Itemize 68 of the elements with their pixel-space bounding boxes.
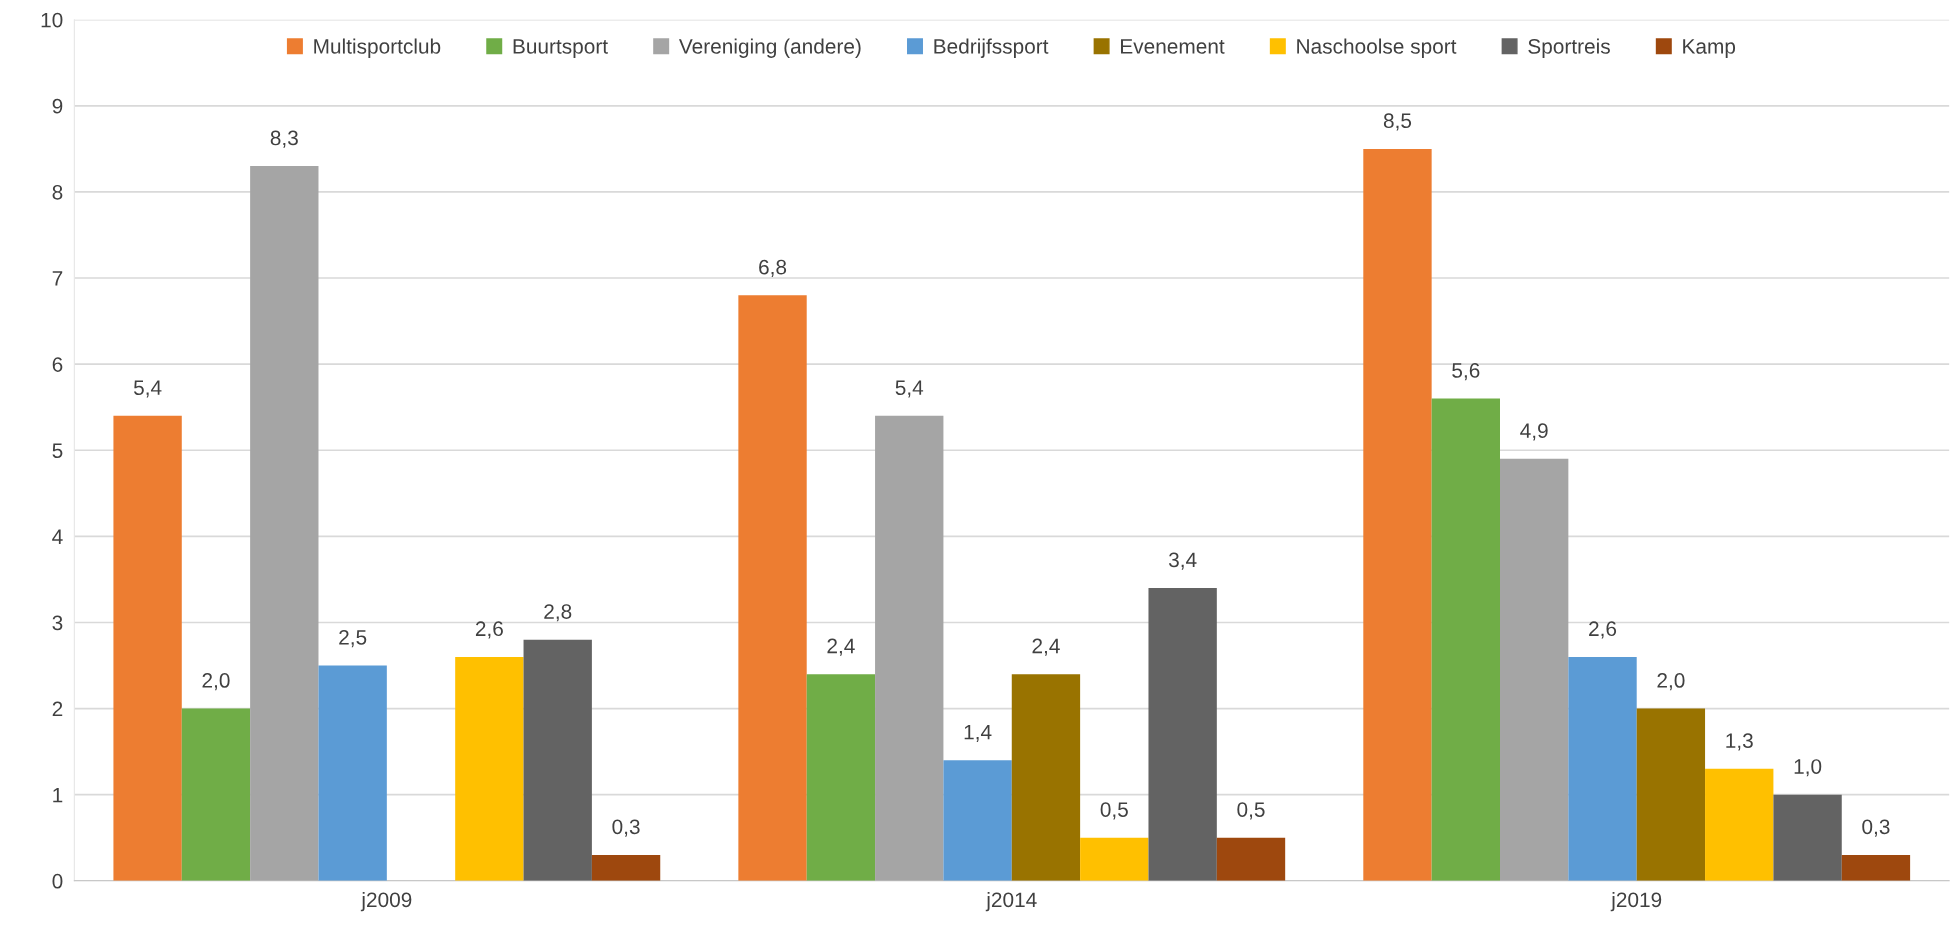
data-label: 2,0 (202, 673, 230, 691)
legend-label: Evenement (1121, 39, 1225, 54)
y-tick-label: 4 (52, 529, 63, 544)
bar (943, 760, 1012, 881)
x-tick-label: j2014 (985, 891, 1037, 912)
y-tick-label: 6 (52, 357, 63, 372)
data-label: 2,5 (339, 629, 367, 648)
y-tick-label: 0 (52, 873, 63, 889)
legend-label: Sportreis (1528, 38, 1610, 58)
data-label: 1,0 (1794, 759, 1822, 777)
bar (875, 415, 944, 881)
y-tick-label: 3 (52, 615, 63, 631)
data-label: 2,0 (1657, 673, 1685, 691)
data-label: 0,3 (1862, 819, 1890, 837)
bar (523, 639, 592, 881)
data-label: 2,8 (544, 604, 572, 622)
data-label: 0,5 (1100, 802, 1128, 820)
bar (1080, 837, 1149, 881)
data-label: 2,4 (1032, 638, 1060, 656)
data-label: 2,4 (827, 638, 855, 656)
bar (181, 708, 251, 881)
y-tick-label: 2 (52, 701, 63, 717)
bar (1011, 674, 1081, 881)
legend-label: Kamp (1683, 39, 1736, 58)
legend-label: Naschoolse sport (1297, 38, 1457, 58)
bar (1500, 458, 1569, 881)
bar (455, 656, 524, 881)
data-label: 1,3 (1726, 733, 1753, 751)
bar (591, 854, 661, 881)
y-tick-label: 1 (53, 787, 63, 803)
bar (1636, 708, 1706, 881)
bar (250, 166, 319, 881)
bar (1363, 148, 1432, 881)
bar (1216, 837, 1286, 881)
bar (738, 295, 807, 881)
x-tick-label: j2009 (360, 891, 412, 912)
data-label: 3,4 (1168, 552, 1197, 570)
data-label: 4,9 (1520, 423, 1548, 441)
bar (113, 415, 182, 881)
y-tick-label: 8 (52, 184, 63, 200)
data-label: 5,4 (895, 380, 924, 398)
legend-label: Bedrijfssport (934, 38, 1049, 58)
data-label: 6,8 (759, 259, 787, 277)
data-label: 8,3 (270, 130, 298, 148)
data-label: 1,4 (964, 724, 992, 742)
legend-label: Vereniging (andere) (678, 38, 861, 58)
x-tick-label: j2019 (1610, 891, 1662, 912)
legend-label: Multisportclub (314, 38, 441, 58)
y-tick-label: 5 (52, 443, 63, 458)
bar (318, 665, 387, 881)
bar (1841, 854, 1911, 881)
data-label: 5,6 (1452, 363, 1480, 381)
y-tick-label: 10 (41, 12, 63, 28)
legend-label: Buurtsport (513, 39, 608, 58)
data-label: 5,4 (133, 380, 162, 398)
data-label: 8,5 (1383, 113, 1412, 131)
bar (1148, 588, 1217, 881)
bar (1773, 794, 1842, 881)
bar (1568, 656, 1637, 881)
bar (806, 674, 876, 881)
y-tick-label: 7 (52, 271, 63, 286)
y-tick-label: 9 (52, 98, 63, 114)
data-label: 0,5 (1237, 802, 1265, 820)
bar (1705, 768, 1774, 881)
data-label: 2,6 (475, 621, 503, 639)
data-label: 2,6 (1589, 621, 1617, 639)
data-label: 0,3 (612, 819, 640, 837)
bar (1431, 398, 1500, 881)
